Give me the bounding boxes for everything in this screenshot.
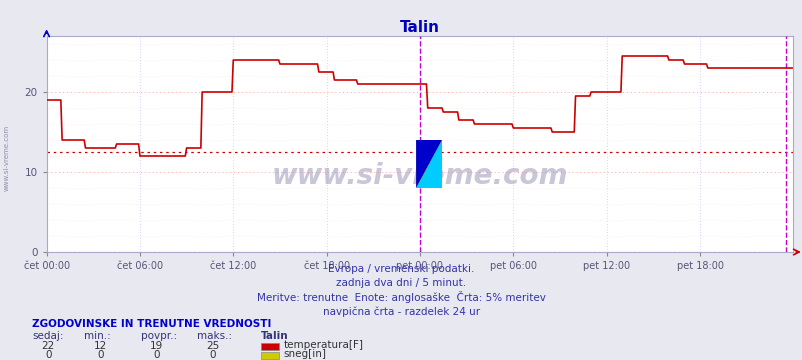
Polygon shape: [415, 140, 441, 188]
Polygon shape: [415, 140, 441, 188]
Text: Talin: Talin: [261, 331, 288, 341]
Text: 0: 0: [209, 350, 216, 360]
Title: Talin: Talin: [399, 20, 439, 35]
Text: 25: 25: [206, 341, 219, 351]
Polygon shape: [415, 140, 441, 188]
Text: 0: 0: [97, 350, 103, 360]
Text: ZGODOVINSKE IN TRENUTNE VREDNOSTI: ZGODOVINSKE IN TRENUTNE VREDNOSTI: [32, 319, 271, 329]
Text: 0: 0: [153, 350, 160, 360]
Text: 12: 12: [94, 341, 107, 351]
Text: Meritve: trenutne  Enote: anglosaške  Črta: 5% meritev: Meritve: trenutne Enote: anglosaške Črta…: [257, 291, 545, 303]
Text: navpična črta - razdelek 24 ur: navpična črta - razdelek 24 ur: [322, 306, 480, 317]
Text: sneg[in]: sneg[in]: [283, 350, 326, 360]
Text: povpr.:: povpr.:: [140, 331, 176, 341]
Text: maks.:: maks.:: [196, 331, 232, 341]
Text: www.si-vreme.com: www.si-vreme.com: [271, 162, 568, 190]
Text: 0: 0: [45, 350, 51, 360]
Polygon shape: [415, 140, 441, 188]
Text: www.si-vreme.com: www.si-vreme.com: [3, 125, 10, 192]
Text: 22: 22: [42, 341, 55, 351]
Text: min.:: min.:: [84, 331, 111, 341]
Text: Evropa / vremenski podatki.: Evropa / vremenski podatki.: [328, 264, 474, 274]
Text: 19: 19: [150, 341, 163, 351]
Text: zadnja dva dni / 5 minut.: zadnja dva dni / 5 minut.: [336, 278, 466, 288]
Polygon shape: [415, 140, 441, 188]
Text: sedaj:: sedaj:: [32, 331, 63, 341]
Text: temperatura[F]: temperatura[F]: [283, 341, 363, 351]
